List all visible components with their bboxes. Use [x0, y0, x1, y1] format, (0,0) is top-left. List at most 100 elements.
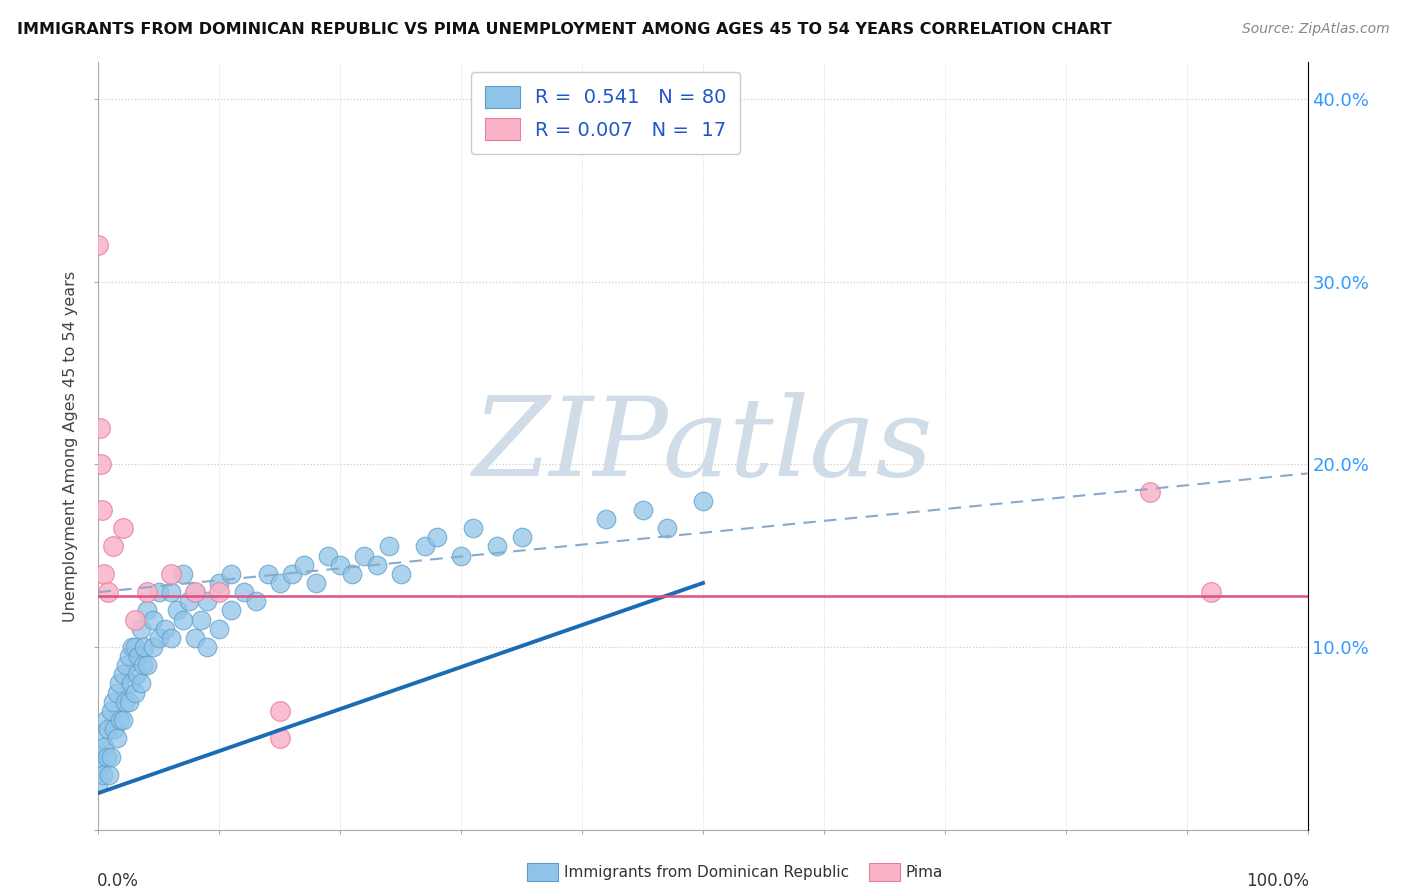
Point — [105, 731, 128, 746]
Point — [221, 566, 243, 581]
Point — [190, 613, 212, 627]
Point — [221, 603, 243, 617]
Text: Source: ZipAtlas.com: Source: ZipAtlas.com — [1241, 22, 1389, 37]
Point — [98, 768, 121, 782]
Point — [124, 613, 146, 627]
Point — [1199, 585, 1222, 599]
Point — [269, 576, 291, 591]
Text: Pima: Pima — [905, 865, 943, 880]
Text: ZIPatlas: ZIPatlas — [472, 392, 934, 500]
Point — [184, 585, 207, 599]
Point — [101, 695, 124, 709]
Point — [142, 613, 165, 627]
Point — [87, 749, 110, 764]
Point — [100, 749, 122, 764]
Point — [377, 540, 399, 554]
Point — [208, 585, 231, 599]
Point — [135, 603, 157, 617]
Point — [184, 585, 207, 599]
Point — [132, 658, 155, 673]
Point — [208, 622, 231, 636]
Point — [142, 640, 165, 654]
Point — [121, 640, 143, 654]
Point — [208, 576, 231, 591]
Point — [93, 740, 115, 755]
Point — [366, 558, 388, 572]
Point — [90, 758, 112, 772]
Point — [316, 549, 339, 563]
Point — [160, 566, 183, 581]
Point — [124, 685, 146, 699]
Point — [184, 631, 207, 645]
Y-axis label: Unemployment Among Ages 45 to 54 years: Unemployment Among Ages 45 to 54 years — [63, 270, 79, 622]
Point — [179, 594, 201, 608]
Point — [129, 676, 152, 690]
Point — [91, 731, 114, 746]
Point — [510, 530, 533, 544]
Point — [87, 777, 110, 791]
Point — [100, 704, 122, 718]
Point — [631, 503, 654, 517]
Point — [108, 713, 131, 727]
Point — [124, 640, 146, 654]
Point — [96, 749, 118, 764]
Point — [281, 566, 304, 581]
Point — [292, 558, 315, 572]
Point — [127, 667, 149, 681]
Point — [97, 722, 120, 736]
Point — [148, 585, 170, 599]
Point — [245, 594, 267, 608]
Point — [118, 648, 141, 663]
Point — [111, 713, 134, 727]
Point — [655, 521, 678, 535]
Point — [269, 704, 291, 718]
Point — [91, 503, 114, 517]
Point — [97, 585, 120, 599]
Point — [127, 648, 149, 663]
Point — [389, 566, 412, 581]
Point — [153, 622, 176, 636]
Point — [450, 549, 472, 563]
Point — [129, 622, 152, 636]
Point — [342, 566, 364, 581]
Point — [89, 421, 111, 435]
Point — [135, 585, 157, 599]
Point — [90, 457, 112, 471]
Point — [111, 521, 134, 535]
Point — [114, 695, 136, 709]
Text: Immigrants from Dominican Republic: Immigrants from Dominican Republic — [564, 865, 849, 880]
Point — [105, 685, 128, 699]
Point — [166, 603, 188, 617]
Point — [94, 713, 117, 727]
Point — [101, 540, 124, 554]
Point — [232, 585, 254, 599]
Point — [134, 640, 156, 654]
Point — [329, 558, 352, 572]
Point — [172, 613, 194, 627]
Point — [87, 238, 110, 252]
Point — [692, 493, 714, 508]
Point — [120, 676, 142, 690]
Point — [1139, 484, 1161, 499]
Point — [118, 695, 141, 709]
Point — [595, 512, 617, 526]
Point — [172, 566, 194, 581]
Point — [93, 566, 115, 581]
Point — [115, 658, 138, 673]
Point — [195, 640, 218, 654]
Point — [103, 722, 125, 736]
Point — [160, 585, 183, 599]
Text: 100.0%: 100.0% — [1246, 871, 1309, 889]
Legend: R =  0.541   N = 80, R = 0.007   N =  17: R = 0.541 N = 80, R = 0.007 N = 17 — [471, 72, 740, 154]
Point — [111, 667, 134, 681]
Point — [305, 576, 328, 591]
Point — [108, 676, 131, 690]
Point — [256, 566, 278, 581]
Point — [486, 540, 509, 554]
Point — [195, 594, 218, 608]
Point — [135, 658, 157, 673]
Text: 0.0%: 0.0% — [97, 871, 139, 889]
Point — [91, 768, 114, 782]
Point — [353, 549, 375, 563]
Point — [463, 521, 485, 535]
